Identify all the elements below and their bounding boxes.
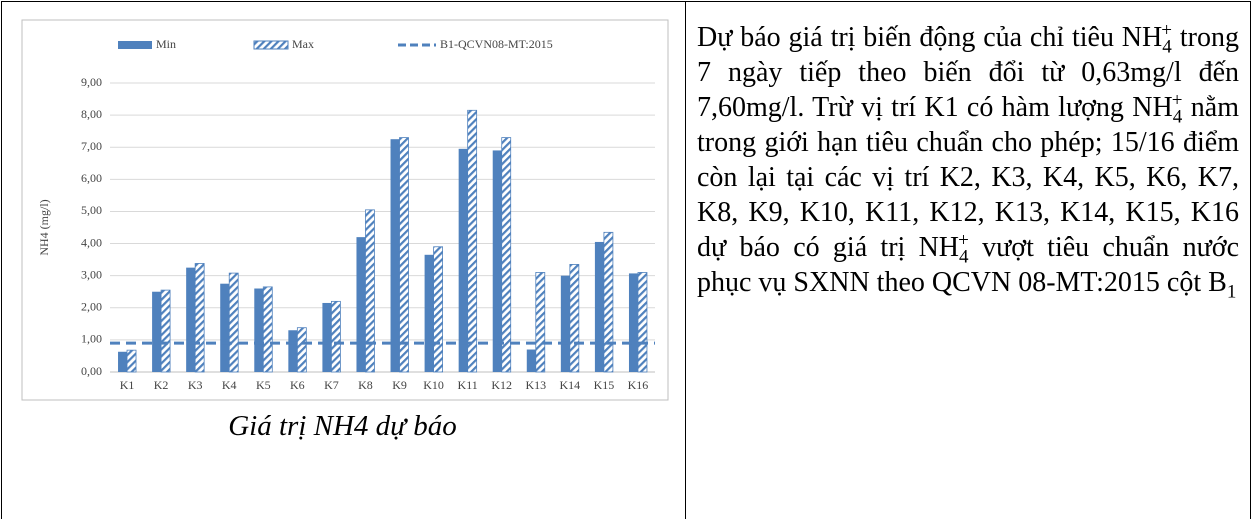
bar (569, 264, 580, 373)
bar (126, 349, 137, 373)
bar (331, 300, 341, 373)
border (685, 1, 686, 519)
paragraph-text: + (1171, 89, 1183, 111)
bar (322, 302, 332, 372)
x-tick-label: K8 (358, 378, 373, 392)
x-tick-label: K10 (423, 378, 444, 392)
y-tick-label: 8,00 (81, 107, 102, 121)
bar (365, 209, 375, 373)
x-tick-label: K12 (491, 378, 512, 392)
paragraph-text: vượt tiêu chuẩn nước phục vụ SXNN theo Q… (697, 232, 1239, 298)
bar (501, 137, 512, 373)
x-tick-label: K3 (188, 378, 203, 392)
x-tick-label: K11 (458, 378, 478, 392)
bar (194, 263, 205, 373)
paragraph-text: 4 (1172, 106, 1183, 128)
y-tick-label: 9,00 (81, 75, 102, 89)
paragraph-text: 4 (959, 246, 969, 268)
bar (228, 272, 239, 373)
bar (594, 241, 604, 372)
bar (152, 291, 162, 372)
bar (492, 150, 502, 372)
y-tick-label: 7,00 (81, 139, 102, 153)
x-tick-label: K14 (560, 378, 581, 392)
bar (603, 231, 614, 373)
legend-label: B1-QCVN08-MT:2015 (440, 37, 553, 51)
bar (296, 327, 307, 373)
bar (637, 272, 648, 373)
paragraph-text: + (958, 229, 969, 251)
bar (118, 351, 128, 372)
bar (186, 267, 196, 372)
bar (628, 273, 638, 372)
x-tick-label: K15 (594, 378, 615, 392)
paragraph-text: + (1161, 19, 1173, 41)
legend-label: Max (292, 37, 314, 51)
legend-swatch (253, 40, 289, 50)
x-tick-label: K16 (628, 378, 649, 392)
caption: Giá trị NH4 dự báo (228, 410, 457, 442)
x-tick-label: K1 (120, 378, 135, 392)
bar (467, 109, 478, 373)
bar (399, 137, 409, 373)
x-tick-label: K5 (256, 378, 271, 392)
bar (262, 286, 273, 373)
y-tick-label: 3,00 (81, 267, 102, 281)
paragraph-text: Dự báo giá trị biến động của chỉ tiêu NH (697, 22, 1163, 53)
x-tick-label: K4 (222, 378, 237, 392)
paragraph: Dự báo giá trị biến động của chỉ tiêu NH… (697, 19, 1239, 303)
x-tick-label: K7 (324, 378, 339, 392)
paragraph-text: nằm trong giới hạn tiêu chuẩn cho phép; … (697, 92, 1239, 263)
x-tick-label: K6 (290, 378, 305, 392)
bar (288, 330, 298, 372)
y-tick-label: 6,00 (81, 171, 102, 185)
x-tick-label: K9 (392, 378, 407, 392)
paragraph-text: 4 (1162, 36, 1172, 58)
y-tick-label: 5,00 (81, 203, 102, 217)
y-tick-label: 4,00 (81, 235, 102, 249)
x-tick-label: K2 (154, 378, 169, 392)
y-axis-label: NH4 (mg/l) (37, 199, 51, 255)
bar (424, 254, 434, 372)
bar (220, 283, 230, 372)
bar (526, 349, 536, 372)
bar (535, 272, 546, 373)
bar (356, 237, 366, 372)
legend-label: Min (156, 37, 176, 51)
border (1, 1, 1251, 2)
bar (433, 246, 443, 373)
paragraph-text: trong 7 ngày tiếp theo biến đổi từ 0,63m… (697, 22, 1239, 123)
border (1, 1, 2, 519)
legend-swatch (118, 41, 152, 49)
chart: 0,00 1,00 2,00 3,00 4,00 5,00 6,00 7,00 8,00 9,00… (21, 19, 669, 401)
bar (390, 139, 400, 372)
x-tick-label: K13 (525, 378, 546, 392)
bar (560, 275, 570, 372)
border (1250, 1, 1251, 519)
y-tick-label: 2,00 (81, 300, 102, 314)
paragraph-text: 1 (1226, 281, 1237, 303)
y-tick-label: 0,00 (81, 364, 102, 378)
bar (458, 148, 468, 372)
y-tick-label: 1,00 (81, 332, 102, 346)
bar (160, 289, 171, 373)
bar (254, 288, 264, 372)
